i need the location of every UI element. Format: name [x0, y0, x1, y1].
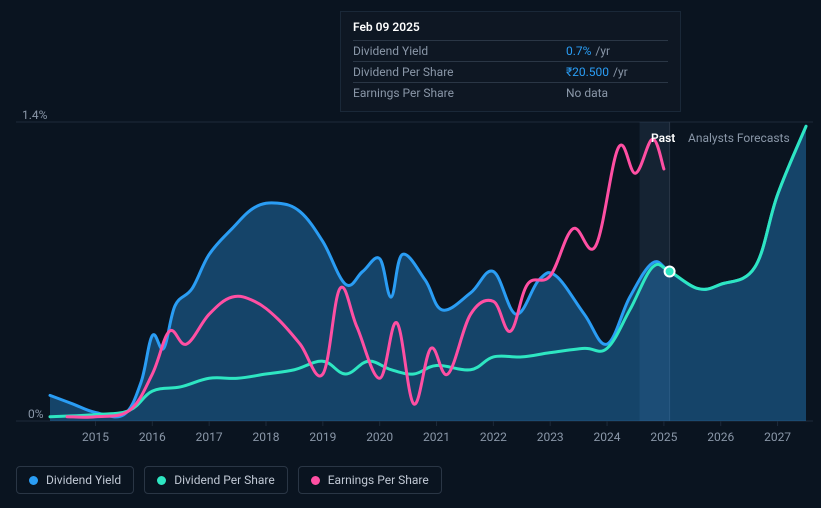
svg-text:2020: 2020: [366, 430, 393, 444]
svg-text:2021: 2021: [423, 430, 450, 444]
svg-text:2018: 2018: [253, 430, 280, 444]
svg-text:2027: 2027: [764, 430, 791, 444]
svg-text:2024: 2024: [594, 430, 621, 444]
legend-item-dividend-yield[interactable]: Dividend Yield: [16, 466, 134, 494]
svg-text:2023: 2023: [537, 430, 564, 444]
tooltip-row-dividend-per-share: Dividend Per Share ₹20.500/yr: [353, 62, 668, 83]
svg-text:2019: 2019: [309, 430, 336, 444]
svg-text:2022: 2022: [480, 430, 507, 444]
forecast-label: Analysts Forecasts: [688, 131, 790, 145]
tooltip-row-earnings-per-share: Earnings Per Share No data: [353, 83, 668, 104]
y-tick-max: 1.4%: [22, 108, 47, 122]
svg-text:2016: 2016: [139, 430, 166, 444]
legend-label: Dividend Per Share: [174, 473, 275, 487]
past-label: Past: [651, 131, 675, 145]
y-tick-min: 0%: [28, 407, 44, 421]
legend-label: Dividend Yield: [46, 473, 121, 487]
legend: Dividend Yield Dividend Per Share Earnin…: [16, 466, 442, 494]
svg-text:2025: 2025: [650, 430, 677, 444]
legend-dot-icon: [29, 476, 38, 485]
legend-dot-icon: [157, 476, 166, 485]
legend-item-earnings-per-share[interactable]: Earnings Per Share: [298, 466, 442, 494]
svg-text:2017: 2017: [196, 430, 223, 444]
dividend-chart: 2015 2016 2017 2018 2019 2020 2021 2022 2023 2024…: [0, 0, 821, 508]
tooltip-date: Feb 09 2025: [353, 20, 668, 34]
tooltip-row-dividend-yield: Dividend Yield 0.7%/yr: [353, 41, 668, 62]
legend-item-dividend-per-share[interactable]: Dividend Per Share: [144, 466, 288, 494]
tooltip: Feb 09 2025 Dividend Yield 0.7%/yr Divid…: [340, 11, 681, 112]
svg-text:2026: 2026: [707, 430, 734, 444]
legend-dot-icon: [311, 476, 320, 485]
legend-label: Earnings Per Share: [328, 473, 429, 487]
svg-text:2015: 2015: [82, 430, 109, 444]
